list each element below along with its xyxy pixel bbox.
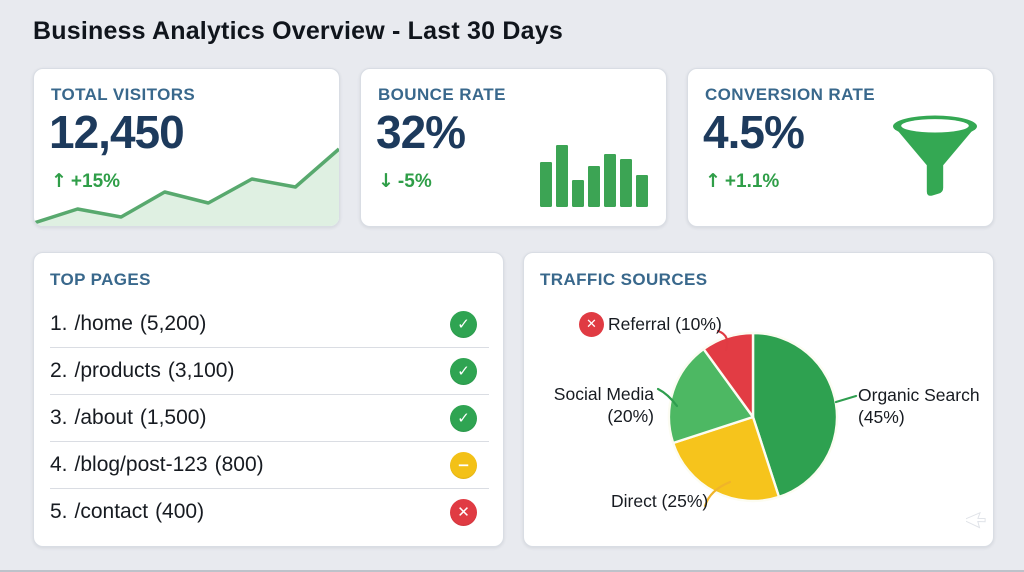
visitors-sparkline-chart	[34, 147, 339, 226]
page-rank: 2.	[50, 359, 68, 382]
page-rank: 5.	[50, 500, 68, 523]
leader-line-referral	[716, 329, 729, 352]
page-path: /products	[74, 359, 161, 382]
kpi-label: CONVERSION RATE	[705, 85, 876, 104]
kpi-value: 32%	[376, 106, 466, 158]
page-path: /home	[74, 312, 133, 335]
referral-x-icon: ✕	[579, 312, 604, 337]
traffic-sources-card: TRAFFIC SOURCES ✕ Referral (10%) Social …	[523, 252, 994, 547]
page-path: /blog/post-123	[74, 453, 208, 476]
traffic-pie-chart	[656, 329, 858, 508]
page-title: Business Analytics Overview - Last 30 Da…	[33, 17, 563, 45]
status-minus-icon: −	[450, 451, 477, 479]
page-rank: 3.	[50, 406, 68, 429]
page-visits: (3,100)	[167, 359, 235, 382]
top-pages-list: 1. /home (5,200) ✓ 2. /products (3,100) …	[50, 301, 489, 535]
kpi-value: 12,450	[49, 106, 185, 158]
trend-down-icon: ↓	[378, 170, 394, 192]
kpi-trend: ↑ +15%	[51, 170, 120, 193]
kpi-card-conversion-rate: CONVERSION RATE 4.5% ↑ +1.1%	[687, 68, 994, 227]
page-visits: (5,200)	[139, 312, 207, 335]
list-item: 2. /products (3,100) ✓	[50, 348, 489, 395]
page-visits: (800)	[214, 453, 264, 476]
pie-label-referral: Referral (10%)	[608, 314, 722, 334]
kpi-label: BOUNCE RATE	[378, 85, 506, 104]
kpi-label: TOTAL VISITORS	[51, 85, 196, 104]
leader-line-social	[656, 387, 679, 408]
trend-up-icon: ↑	[705, 170, 721, 192]
funnel-icon	[893, 115, 977, 196]
status-check-icon: ✓	[450, 357, 477, 385]
list-item: 4. /blog/post-123 (800) −	[50, 442, 489, 489]
status-check-icon: ✓	[450, 404, 477, 432]
status-check-icon: ✓	[450, 310, 477, 338]
kpi-card-total-visitors: TOTAL VISITORS 12,450 ↑ +15%	[33, 68, 340, 227]
page-visits: (400)	[155, 500, 205, 523]
list-item: 5. /contact (400) ✕	[50, 489, 489, 535]
page-path: /about	[74, 406, 133, 429]
trend-text: +1.1%	[724, 171, 780, 192]
pie-label-organic: Organic Search (45%)	[858, 385, 980, 427]
pie-label-social: Social Media (20%)	[553, 384, 654, 426]
page-rank: 1.	[50, 312, 68, 335]
kpi-card-bounce-rate: BOUNCE RATE 32% ↓ -5%	[360, 68, 667, 227]
trend-text: +15%	[70, 171, 121, 192]
top-pages-title: TOP PAGES	[50, 270, 151, 289]
pie-leader-lines	[656, 329, 858, 508]
trend-text: -5%	[397, 171, 432, 192]
list-item: 3. /about (1,500) ✓	[50, 395, 489, 442]
traffic-sources-title: TRAFFIC SOURCES	[540, 270, 708, 289]
pie-slices	[667, 331, 839, 503]
bounce-bars-chart	[540, 145, 648, 207]
pie-label-direct: Direct (25%)	[611, 491, 709, 511]
status-x-icon: ✕	[450, 498, 477, 526]
list-item: 1. /home (5,200) ✓	[50, 301, 489, 348]
top-pages-card: TOP PAGES 1. /home (5,200) ✓ 2. /product…	[33, 252, 504, 547]
page-path: /contact	[74, 500, 149, 523]
cursor-artifact	[966, 511, 986, 529]
leader-line-organic	[834, 394, 858, 404]
kpi-value: 4.5%	[703, 106, 805, 158]
kpi-trend: ↓ -5%	[378, 170, 432, 193]
page-rank: 4.	[50, 453, 68, 476]
leader-line-direct	[703, 480, 732, 508]
trend-up-icon: ↑	[51, 170, 67, 192]
kpi-trend: ↑ +1.1%	[705, 170, 779, 193]
page-visits: (1,500)	[139, 406, 207, 429]
